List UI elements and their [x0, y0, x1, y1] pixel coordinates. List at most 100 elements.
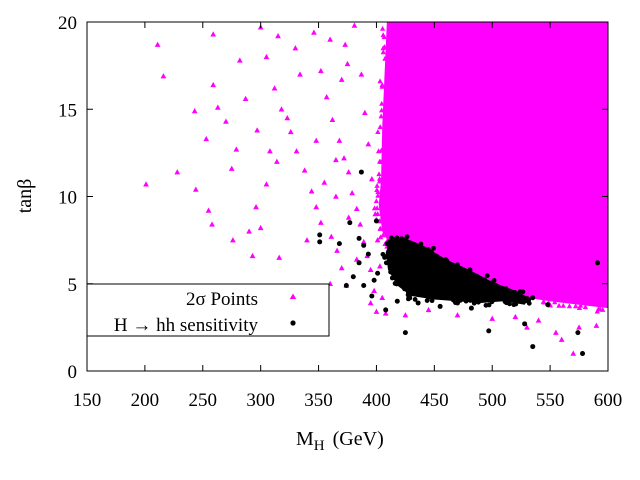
point-hh [580, 351, 586, 357]
point-2sigma-fringe [380, 232, 386, 238]
point-hh-fringe [388, 269, 393, 275]
point-2sigma [284, 114, 291, 121]
point-2sigma [297, 71, 303, 77]
point-2sigma-fringe [379, 25, 386, 31]
x-tick-label: 350 [304, 390, 333, 411]
point-2sigma-fringe [560, 302, 566, 308]
point-2sigma [203, 135, 210, 142]
point-2sigma [379, 294, 386, 300]
point-2sigma [274, 158, 280, 164]
point-hh-fringe [513, 301, 519, 307]
point-2sigma-fringe [377, 234, 384, 240]
point-2sigma [287, 128, 294, 135]
point-2sigma [233, 146, 240, 152]
point-hh [375, 270, 381, 276]
point-hh [530, 295, 536, 301]
point-2sigma [358, 71, 365, 77]
y-tick-label: 15 [58, 100, 77, 121]
point-2sigma [338, 265, 345, 271]
point-hh-fringe [386, 258, 392, 264]
point-2sigma [373, 308, 380, 314]
x-tick-label: 450 [420, 390, 449, 411]
point-2sigma [293, 148, 300, 154]
point-hh [356, 235, 362, 241]
point-2sigma-fringe [576, 305, 583, 311]
point-2sigma-fringe [376, 178, 383, 184]
point-2sigma [425, 306, 432, 313]
point-hh [317, 232, 323, 238]
x-tick-label: 500 [478, 390, 507, 411]
point-hh-fringe [404, 234, 410, 240]
point-2sigma [223, 118, 229, 124]
point-2sigma [345, 214, 352, 220]
point-2sigma [345, 169, 352, 175]
point-2sigma [210, 31, 217, 37]
point-2sigma-fringe [375, 148, 382, 154]
point-2sigma [374, 237, 381, 243]
point-2sigma [558, 336, 565, 342]
point-2sigma-fringe [552, 299, 558, 305]
point-hh [350, 274, 356, 280]
point-2sigma [236, 57, 243, 63]
point-2sigma-fringe [379, 100, 385, 106]
point-2sigma [367, 266, 374, 273]
point-hh-fringe [394, 281, 400, 287]
x-tick-label: 600 [594, 390, 623, 411]
point-2sigma [593, 322, 600, 328]
point-hh-fringe [426, 247, 431, 252]
plot-area [143, 22, 608, 357]
point-2sigma-fringe [374, 205, 380, 211]
point-2sigma [489, 315, 496, 321]
x-tick-label: 250 [189, 390, 218, 411]
point-hh-fringe [412, 297, 418, 302]
point-2sigma [553, 329, 559, 335]
svg-text:MH(GeV): MH (GeV) [296, 428, 384, 454]
point-hh [402, 330, 408, 336]
axis-ticks: 150 200 250 300 350 400 450 500 550 600 0 5 10 15 20 [58, 13, 622, 411]
point-2sigma [254, 127, 261, 133]
point-hh-fringe [412, 242, 418, 248]
x-axis-unit: (GeV) [333, 428, 384, 450]
point-2sigma [278, 106, 285, 112]
x-axis-label-subscript: H [314, 438, 325, 454]
x-tick-label: 150 [73, 390, 102, 411]
point-hh [358, 169, 364, 175]
point-2sigma [205, 207, 212, 213]
y-axis-label: tanβ [14, 179, 36, 214]
point-2sigma [368, 176, 375, 182]
legend: 2σ Points H → hh sensitivity [86, 283, 330, 337]
point-hh-fringe [463, 298, 469, 304]
point-hh-fringe [407, 295, 413, 301]
point-2sigma [313, 203, 320, 210]
point-hh-fringe [389, 275, 395, 281]
point-hh [530, 344, 536, 350]
point-2sigma-fringe [595, 305, 602, 311]
point-2sigma-fringe [556, 302, 562, 308]
point-hh [365, 251, 371, 257]
point-2sigma [333, 193, 339, 199]
point-hh [361, 282, 367, 288]
point-hh [415, 300, 421, 306]
x-axis-label: M [296, 428, 314, 450]
point-2sigma-fringe [374, 187, 380, 192]
point-2sigma-fringe [582, 304, 589, 310]
point-2sigma [328, 233, 335, 239]
point-2sigma-fringe [594, 308, 600, 314]
point-hh [356, 260, 362, 266]
point-hh-fringe [389, 242, 395, 248]
point-2sigma [263, 53, 270, 60]
point-hh [343, 282, 349, 288]
point-2sigma [271, 85, 278, 91]
point-2sigma-fringe [377, 225, 384, 231]
point-hh [394, 298, 400, 304]
y-tick-label: 10 [58, 188, 77, 209]
point-hh-fringe [458, 266, 464, 272]
point-2sigma [535, 317, 542, 323]
point-2sigma-fringe [540, 299, 547, 304]
point-hh-fringe [382, 255, 387, 260]
point-2sigma-fringe [566, 303, 573, 309]
point-hh-fringe [399, 236, 405, 242]
point-hh [595, 260, 601, 266]
y-tick-label: 20 [58, 13, 77, 34]
point-2sigma [329, 116, 336, 122]
